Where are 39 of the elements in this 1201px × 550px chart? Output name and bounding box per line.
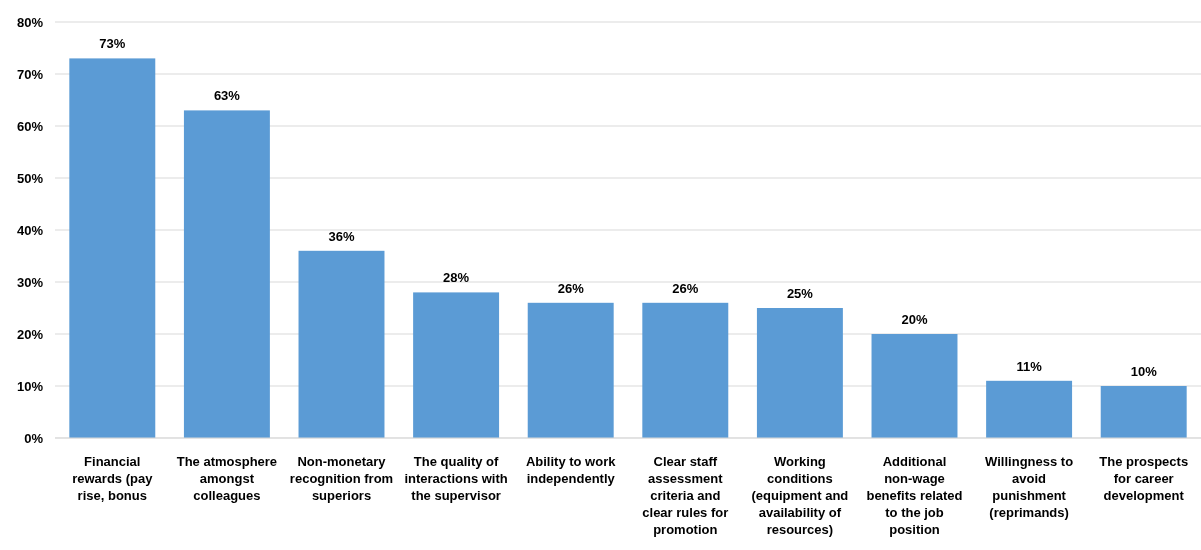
x-tick-label: Clear staff assessment criteria and clear rules for promotion	[642, 454, 729, 537]
bar	[413, 292, 500, 438]
x-tick-label: Willingness to avoid punishment (reprimands)	[985, 454, 1074, 520]
y-tick-label: 10%	[16, 378, 44, 394]
x-tick-label: Additional non-wage benefits related to the job position	[866, 454, 963, 537]
x-tick-label: Working conditions (equipment and availability of resources)	[751, 454, 849, 537]
y-tick-label: 40%	[16, 222, 44, 238]
data-label: 28%	[443, 270, 470, 286]
bar	[69, 58, 156, 438]
x-tick-label: Non-monetary recognition from superiors	[289, 454, 394, 503]
y-tick-label: 80%	[16, 14, 44, 30]
bar	[1100, 386, 1187, 438]
data-label: 20%	[901, 312, 928, 327]
data-label: 10%	[1130, 364, 1158, 379]
bar	[183, 110, 270, 438]
data-label: 26%	[557, 280, 585, 296]
data-label: 11%	[1016, 358, 1043, 374]
data-label: 63%	[213, 88, 241, 104]
data-label: 26%	[672, 280, 699, 296]
data-label: 36%	[328, 228, 355, 244]
bar	[527, 302, 614, 438]
bar	[298, 250, 385, 438]
x-tick-label: Ability to work independently	[525, 454, 617, 486]
y-tick-label: 60%	[16, 118, 44, 134]
y-tick-label: 0%	[24, 430, 44, 446]
x-tick-label: Financial rewards (pay rise, bonus	[72, 454, 154, 503]
bar	[871, 334, 958, 438]
x-tick-label: The quality of interactions with the supervisor	[404, 454, 508, 503]
y-tick-label: 30%	[16, 274, 44, 290]
data-label: 73%	[99, 36, 126, 52]
y-tick-label: 50%	[16, 170, 44, 186]
data-label: 25%	[786, 286, 814, 301]
x-tick-label: The prospects for career development	[1099, 454, 1189, 503]
bar	[986, 380, 1073, 438]
x-tick-label: The atmosphere amongst colleagues	[176, 454, 278, 503]
bar	[642, 302, 729, 438]
bar	[756, 308, 843, 438]
y-tick-label: 20%	[16, 326, 44, 342]
y-tick-label: 70%	[16, 66, 44, 82]
